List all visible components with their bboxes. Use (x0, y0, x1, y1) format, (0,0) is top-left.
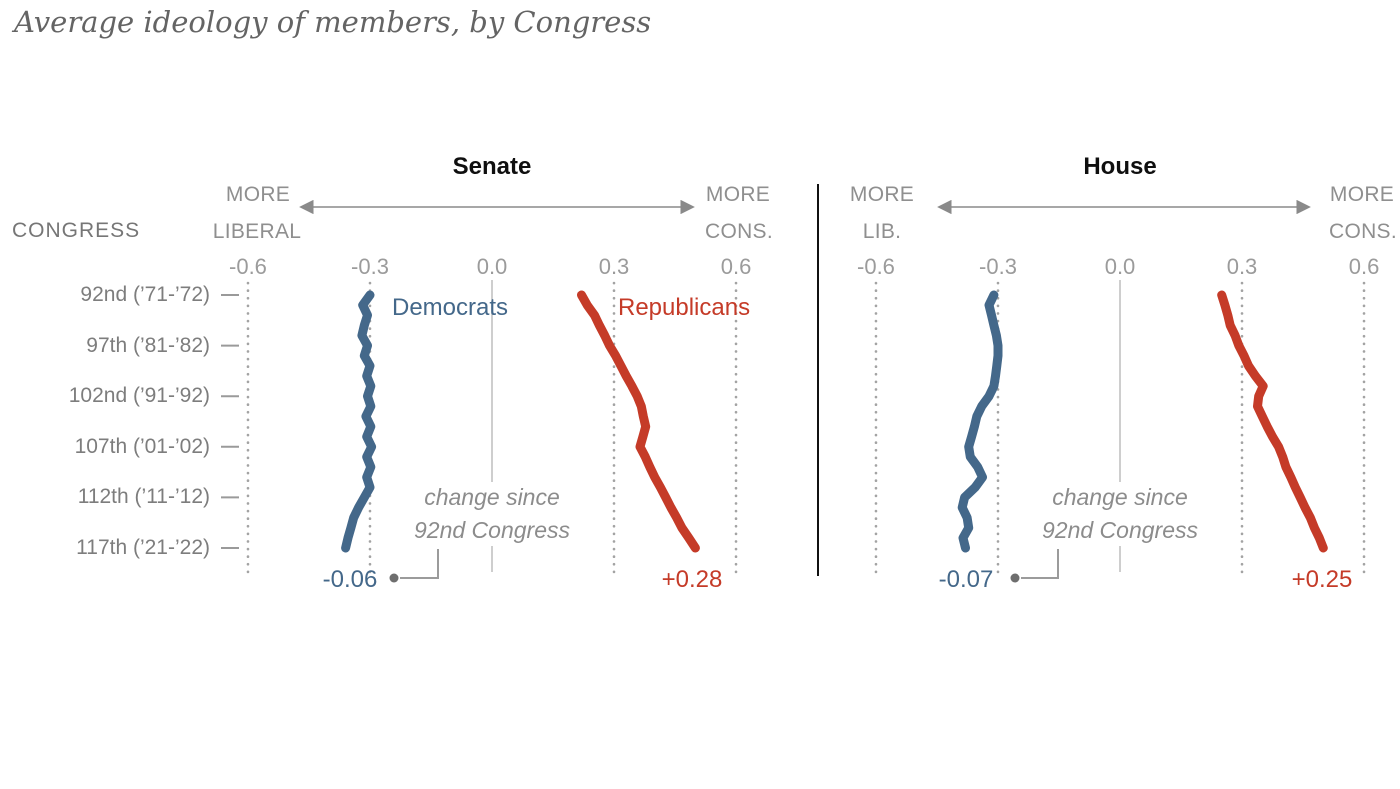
senate-rep-change-value: +0.28 (661, 566, 723, 593)
democrats-trend-line (341, 290, 377, 553)
axis-tick-label: -0.3 (979, 254, 1017, 279)
house-more-lib-label: MORE (849, 183, 915, 206)
senate-more-cons-label: MORE (705, 183, 771, 206)
democrats-trend-line (957, 290, 1003, 553)
chart-title: Average ideology of members, by Congress (14, 5, 652, 39)
axis-tick-label: 0.3 (1226, 254, 1258, 279)
senate-panel-title: Senate (452, 153, 532, 180)
axis-tick-label: 0.0 (1104, 254, 1136, 279)
senate-annotation-line1: change since (424, 484, 560, 510)
senate-dem-change-value: -0.06 (322, 566, 378, 593)
congress-row-label: 107th (’01-’02) (74, 434, 210, 458)
axis-tick-label: 0.6 (1348, 254, 1380, 279)
senate-more-liberal-label-2: LIBERAL (212, 220, 302, 243)
congress-row-label: 117th (’21-’22) (76, 536, 210, 559)
house-more-cons-label: MORE (1329, 183, 1395, 206)
congress-row-label: 112th (’11-’12) (77, 485, 210, 509)
house-dem-change-value: -0.07 (938, 566, 994, 593)
house-annotation-line2: 92nd Congress (1042, 517, 1198, 543)
axis-tick-label: -0.6 (857, 254, 895, 279)
axis-tick-label: -0.3 (351, 254, 389, 279)
house-rep-change-value: +0.25 (1291, 566, 1353, 593)
democrats-series-label: Democrats (392, 294, 509, 321)
congress-row-label: 102nd (’91-’92) (68, 384, 210, 408)
house-more-lib-label-2: LIB. (862, 220, 902, 243)
callout-dot (1010, 573, 1020, 583)
congress-row-label: 97th (’81-’82) (86, 333, 210, 357)
axis-tick-label: 0.3 (598, 254, 630, 279)
callout-line (1021, 549, 1059, 579)
senate-more-cons-label-2: CONS. (704, 220, 774, 243)
senate-annotation-line2: 92nd Congress (414, 517, 570, 543)
republicans-trend-line (577, 290, 700, 553)
house-panel-title: House (1083, 153, 1157, 180)
callout-dot (389, 573, 399, 583)
senate-change-annotation: change since 92nd Congress (414, 481, 570, 547)
senate-more-liberal-label: MORE (225, 183, 291, 206)
axis-tick-label: -0.6 (229, 254, 267, 279)
congress-row-label: 92nd (’71-’72) (80, 283, 210, 306)
callout-line (400, 549, 439, 579)
house-annotation-line1: change since (1052, 484, 1188, 510)
republicans-series-label: Republicans (618, 294, 751, 321)
house-change-annotation: change since 92nd Congress (1042, 481, 1198, 547)
house-more-cons-label-2: CONS. (1328, 220, 1398, 243)
axis-tick-label: 0.0 (476, 254, 508, 279)
republicans-trend-line (1217, 290, 1328, 553)
congress-column-header: CONGRESS (12, 219, 141, 242)
axis-tick-label: 0.6 (720, 254, 752, 279)
